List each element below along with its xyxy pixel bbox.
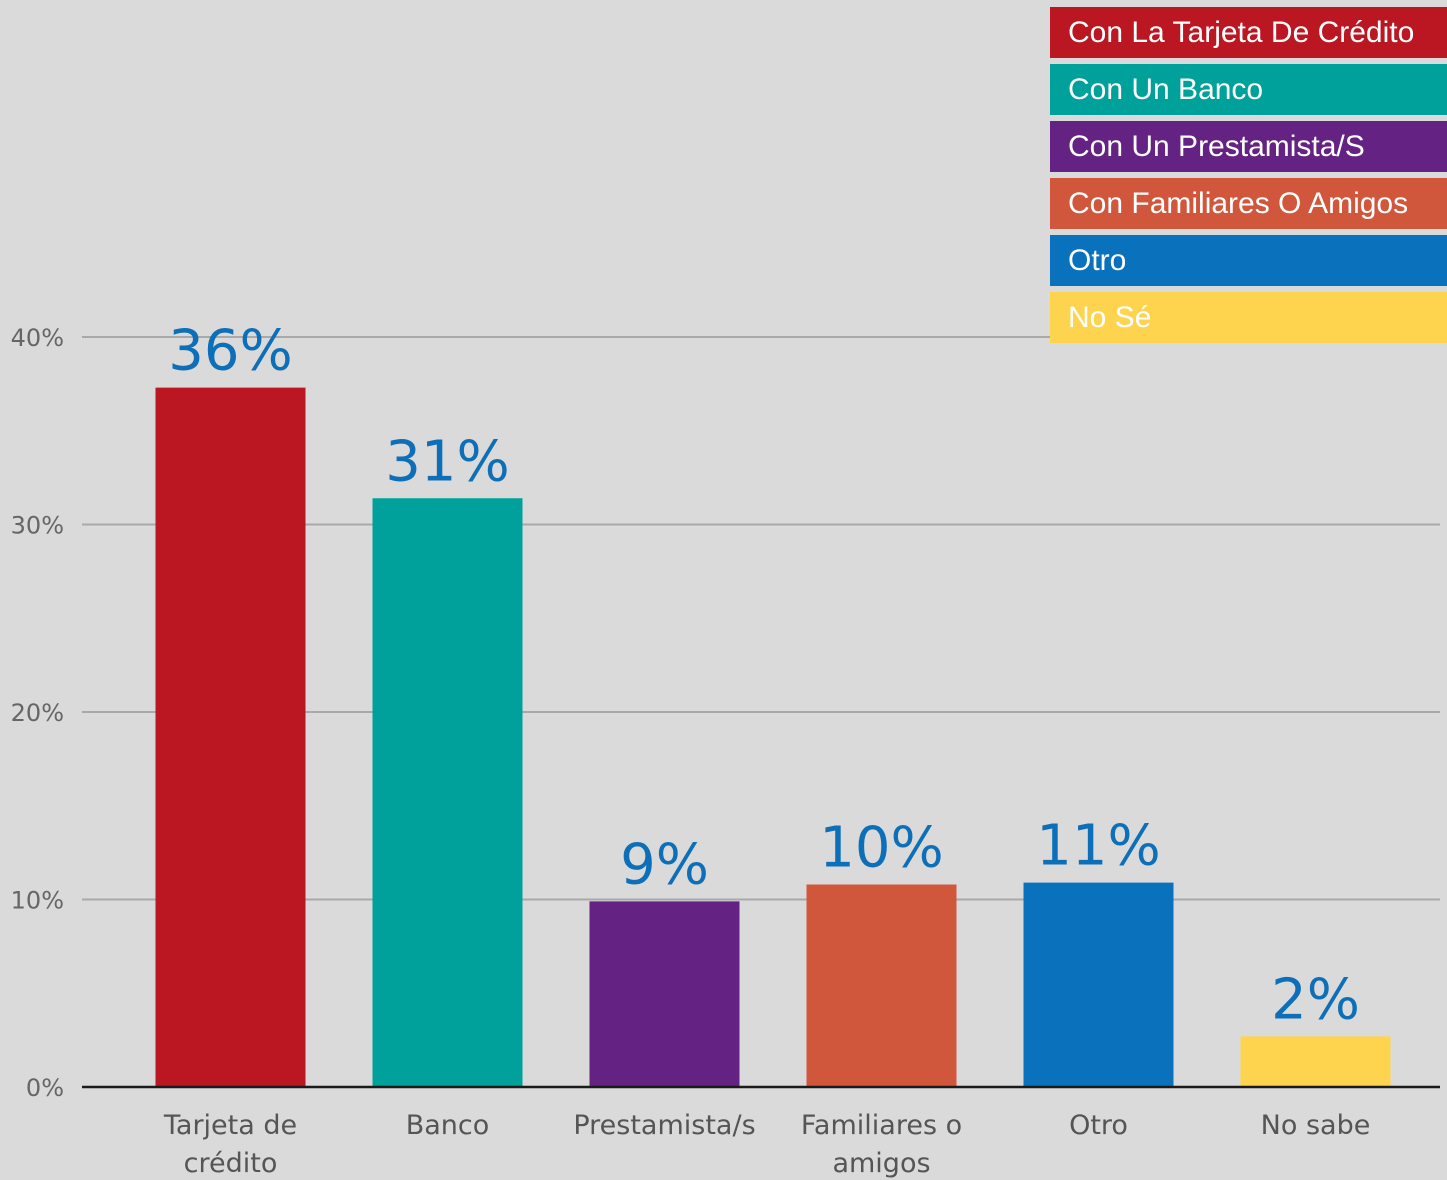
legend-item: Otro xyxy=(1050,235,1447,286)
data-labels: 36% 31% 9% 10% 11% 2% xyxy=(168,319,1360,1033)
bar xyxy=(806,884,957,1087)
bar xyxy=(1023,882,1174,1087)
bar xyxy=(372,498,523,1087)
bar xyxy=(589,901,740,1087)
y-tick-label: 40% xyxy=(11,324,64,352)
y-tick-label: 0% xyxy=(26,1074,64,1102)
x-axis-category-labels: Tarjeta de crédito Banco Prestamista/s Famil… xyxy=(163,1110,1370,1179)
category-label: Tarjeta de xyxy=(163,1110,297,1141)
bar xyxy=(155,387,306,1087)
y-tick-label: 30% xyxy=(11,512,64,540)
legend-item: Con Familiares O Amigos xyxy=(1050,178,1447,229)
bar xyxy=(1240,1036,1391,1087)
legend-item: Con Un Banco xyxy=(1050,64,1447,115)
category-label: crédito xyxy=(184,1148,278,1179)
y-tick-label: 20% xyxy=(11,699,64,727)
legend: Con La Tarjeta De Crédito Con Un Banco Con… xyxy=(1050,7,1447,349)
data-label: 9% xyxy=(620,832,709,897)
category-label: Familiares o xyxy=(801,1110,962,1141)
category-label: amigos xyxy=(832,1148,930,1179)
category-label: No sabe xyxy=(1261,1110,1371,1141)
bars xyxy=(155,387,1391,1087)
data-label: 36% xyxy=(168,319,292,384)
legend-item: No Sé xyxy=(1050,292,1447,343)
data-label: 2% xyxy=(1271,967,1360,1032)
category-label: Prestamista/s xyxy=(573,1110,755,1141)
legend-item: Con La Tarjeta De Crédito xyxy=(1050,7,1447,58)
y-tick-label: 10% xyxy=(11,887,64,915)
data-label: 10% xyxy=(819,816,943,881)
category-label: Otro xyxy=(1069,1110,1128,1141)
data-label: 11% xyxy=(1036,814,1160,879)
data-label: 31% xyxy=(385,429,509,494)
y-axis-tick-labels: 0% 10% 20% 30% 40% xyxy=(11,324,64,1102)
legend-item: Con Un Prestamista/S xyxy=(1050,121,1447,172)
category-label: Banco xyxy=(406,1110,490,1141)
